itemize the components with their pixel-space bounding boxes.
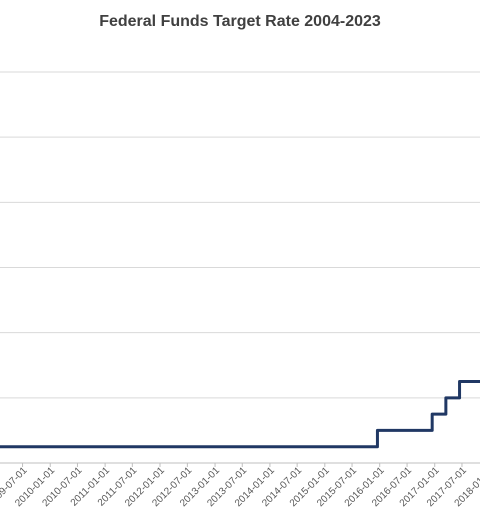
line-series: [0, 380, 480, 449]
chart-title: Federal Funds Target Rate 2004-2023: [99, 13, 381, 30]
